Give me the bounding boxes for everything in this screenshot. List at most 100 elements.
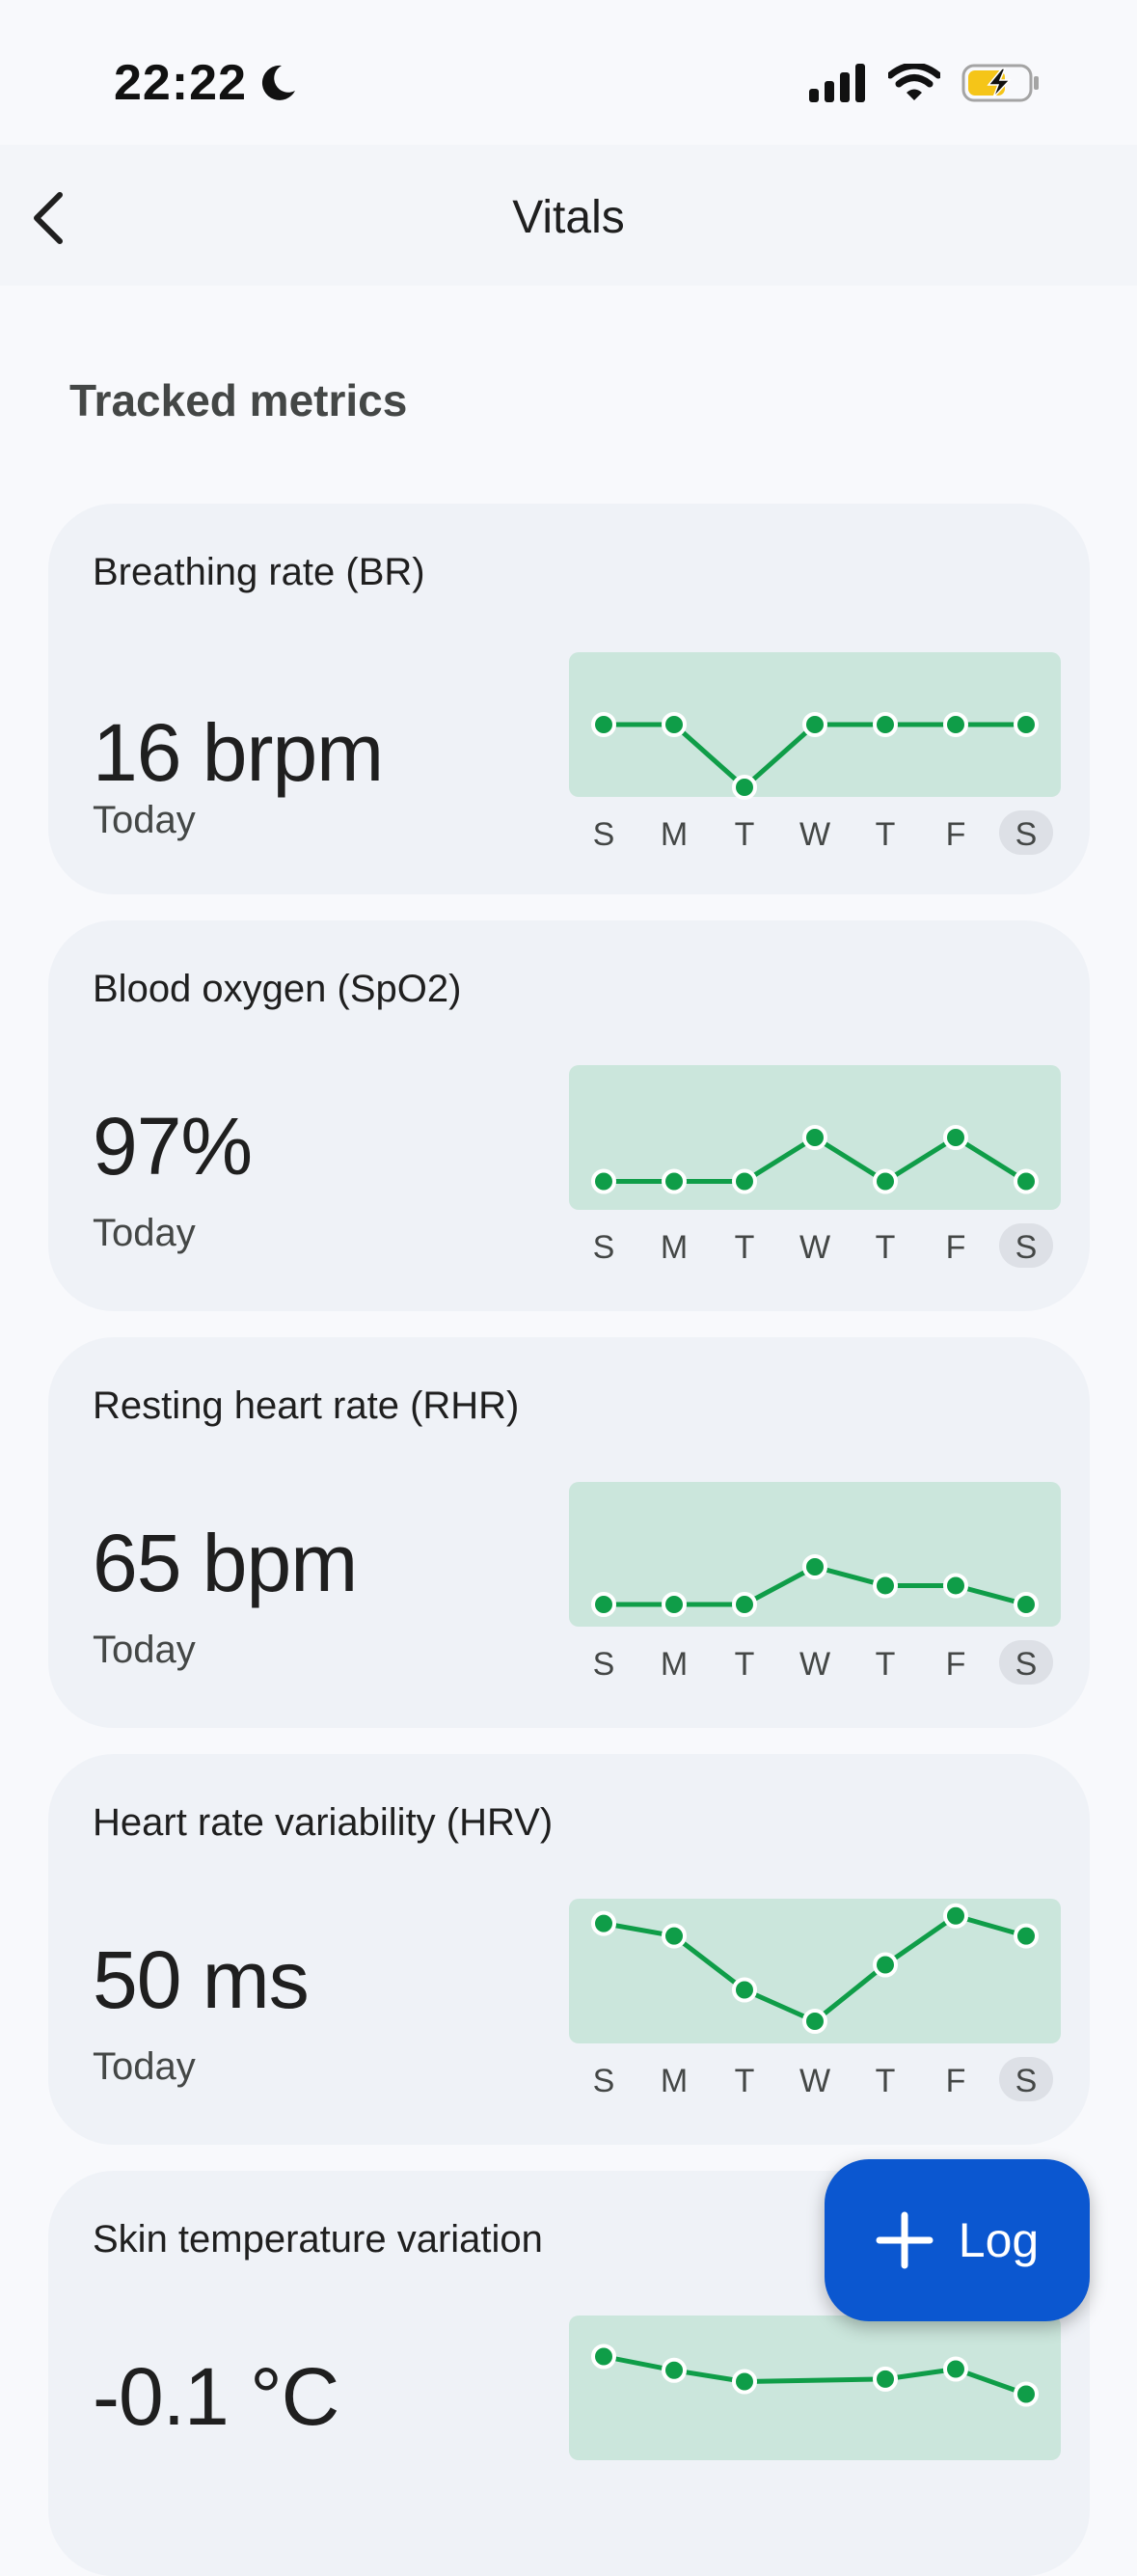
trend-point <box>662 712 687 737</box>
day-label: T <box>735 2063 755 2099</box>
trend-point <box>662 1168 687 1194</box>
today-highlight <box>999 2057 1053 2101</box>
plus-icon <box>876 2211 934 2269</box>
trend-point <box>802 2009 827 2034</box>
day-label: M <box>661 816 688 853</box>
day-label: T <box>876 2063 896 2099</box>
trend-point <box>591 2343 616 2370</box>
day-label: S <box>593 1646 615 1683</box>
trend-point <box>662 1923 687 1949</box>
day-label: T <box>876 1646 896 1683</box>
day-label: W <box>799 1646 830 1683</box>
status-time: 22:22 <box>114 55 247 111</box>
trend-point <box>732 1592 757 1617</box>
metric-card-blood-oxygen[interactable]: Blood oxygen (SpO2) 97% Today S M T W T F S <box>48 920 1090 1311</box>
metric-value: 65 bpm <box>93 1518 358 1608</box>
chart-range-band <box>569 2316 1061 2460</box>
status-bar: 22:22 <box>0 0 1137 145</box>
trend-point <box>591 1910 616 1936</box>
metric-card-heart-rate-variability[interactable]: Heart rate variability (HRV) 50 ms Today… <box>48 1754 1090 2145</box>
log-button[interactable]: Log <box>825 2159 1090 2321</box>
day-label: T <box>876 816 896 853</box>
battery-charging-icon <box>961 64 1039 102</box>
metric-card-breathing-rate[interactable]: Breathing rate (BR) 16 brpm Today S M T W T F… <box>48 504 1090 894</box>
trend-point <box>591 712 616 737</box>
day-label: S <box>593 1229 615 1266</box>
day-label: M <box>661 1646 688 1683</box>
vitals-content: Tracked metrics Breathing rate (BR) 16 b… <box>0 286 1137 2576</box>
today-highlight <box>999 810 1053 855</box>
day-label: M <box>661 2063 688 2099</box>
trend-point <box>732 2369 757 2395</box>
log-button-label: Log <box>958 2213 1040 2267</box>
day-label: S <box>593 816 615 853</box>
do-not-disturb-moon-icon <box>261 65 295 100</box>
metric-subtitle: Today <box>93 1629 196 1671</box>
section-title: Tracked metrics <box>69 375 408 425</box>
day-label: W <box>799 2063 830 2099</box>
weekly-trend-chart <box>569 2316 1061 2460</box>
wifi-icon <box>888 64 940 100</box>
trend-point <box>662 1592 687 1617</box>
today-highlight <box>999 1223 1053 1268</box>
day-label: S <box>1015 2063 1038 2099</box>
day-label: F <box>946 1229 966 1266</box>
metric-title: Breathing rate (BR) <box>93 551 425 593</box>
metric-value: 16 brpm <box>93 707 384 798</box>
trend-point <box>943 712 968 737</box>
metric-title: Blood oxygen (SpO2) <box>93 968 462 1010</box>
trend-point <box>873 712 898 737</box>
day-label: T <box>735 1646 755 1683</box>
today-highlight <box>999 1640 1053 1685</box>
trend-point <box>943 1573 968 1599</box>
trend-point <box>873 1168 898 1194</box>
trend-point <box>732 1168 757 1194</box>
trend-point <box>943 1903 968 1929</box>
day-label: T <box>876 1229 896 1266</box>
day-label: F <box>946 1646 966 1683</box>
trend-point <box>732 775 757 800</box>
trend-point <box>1014 712 1039 737</box>
day-label: T <box>735 816 755 853</box>
page-title: Vitals <box>512 192 625 243</box>
day-label: F <box>946 2063 966 2099</box>
metric-title: Skin temperature variation <box>93 2218 543 2261</box>
trend-point <box>873 1952 898 1978</box>
trend-point <box>732 1977 757 2003</box>
metric-value: -0.1 °C <box>93 2351 339 2442</box>
trend-point <box>591 1592 616 1617</box>
trend-point <box>662 2357 687 2383</box>
day-label: W <box>799 1229 830 1266</box>
metric-title: Resting heart rate (RHR) <box>93 1384 520 1427</box>
day-label: F <box>946 816 966 853</box>
trend-point <box>591 1168 616 1194</box>
day-label: M <box>661 1229 688 1266</box>
metric-title: Heart rate variability (HRV) <box>93 1801 554 1844</box>
day-label: S <box>1015 1229 1038 1266</box>
trend-point <box>1014 2381 1039 2407</box>
day-label: T <box>735 1229 755 1266</box>
metric-subtitle: Today <box>93 2045 196 2088</box>
trend-point <box>1014 1168 1039 1194</box>
metric-subtitle: Today <box>93 799 196 841</box>
trend-point <box>943 1125 968 1150</box>
trend-point <box>802 1125 827 1150</box>
metric-value: 97% <box>93 1101 253 1192</box>
chart-range-band <box>569 1899 1061 2043</box>
trend-point <box>873 1573 898 1599</box>
trend-point <box>802 1554 827 1579</box>
metric-card-resting-heart-rate[interactable]: Resting heart rate (RHR) 65 bpm Today S M… <box>48 1337 1090 1728</box>
trend-point <box>873 2366 898 2392</box>
metric-value: 50 ms <box>93 1934 310 2025</box>
back-arrow-icon[interactable] <box>21 187 83 249</box>
trend-point <box>943 2356 968 2382</box>
day-label: S <box>593 2063 615 2099</box>
trend-point <box>1014 1923 1039 1949</box>
metric-subtitle: Today <box>93 1212 196 1254</box>
day-label: S <box>1015 1646 1038 1683</box>
trend-point <box>802 712 827 737</box>
